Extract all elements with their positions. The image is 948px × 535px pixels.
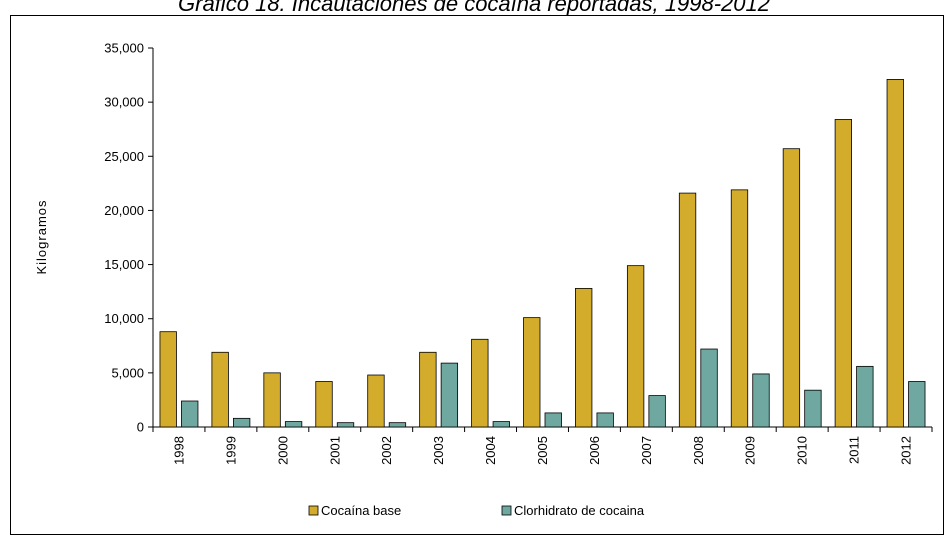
bar-clorhidrato — [908, 381, 926, 428]
y-tick-label: 20,000 — [104, 203, 144, 218]
x-tick-label: 2012 — [899, 436, 914, 465]
bar-cocaina-base — [886, 79, 904, 428]
x-tick-label: 2010 — [795, 436, 810, 465]
bar-cocaina-base — [782, 148, 801, 428]
bar-clorhidrato — [700, 348, 718, 428]
x-tick-label: 2009 — [743, 436, 758, 465]
bar-clorhidrato — [492, 421, 510, 428]
bar-cocaina-base — [523, 317, 541, 428]
x-tick-label: 2006 — [587, 436, 602, 465]
legend-label-cocaina-base: Cocaína base — [321, 503, 401, 518]
bar-clorhidrato — [648, 395, 666, 428]
x-tick-label: 1999 — [223, 436, 238, 465]
bar-cocaina-base — [367, 374, 385, 428]
bar-cocaina-base — [730, 189, 749, 428]
legend-label-clorhidrato: Clorhidrato de cocaina — [514, 503, 645, 518]
chart-title: Gráfico 18. Incautaciones de cocaína rep… — [178, 0, 770, 16]
y-tick-label: 0 — [137, 420, 144, 435]
y-tick-label: 15,000 — [104, 257, 144, 272]
bar-clorhidrato — [804, 389, 822, 428]
bar-cocaina-base — [211, 351, 229, 428]
bar-cocaina-base — [315, 381, 333, 428]
x-tick-label: 2004 — [483, 436, 498, 465]
x-tick-label: 2008 — [691, 436, 706, 465]
bar-cocaina-base — [626, 265, 645, 428]
x-tick-label: 1998 — [171, 436, 186, 465]
bar-cocaina-base — [678, 192, 697, 428]
x-tick-label: 2007 — [639, 436, 654, 465]
x-tick-label: 2011 — [847, 436, 862, 464]
bar-cocaina-base — [263, 372, 281, 428]
bar-clorhidrato — [440, 362, 459, 428]
bar-cocaina-base — [159, 331, 177, 428]
bar-cocaina-base — [834, 119, 852, 428]
x-tick-label: 2002 — [379, 436, 394, 465]
bar-clorhidrato — [232, 417, 251, 428]
y-tick-label: 30,000 — [104, 95, 144, 110]
y-tick-label: 35,000 — [104, 41, 144, 56]
legend-swatch-clorhidrato — [501, 505, 512, 516]
x-tick-label: 2001 — [327, 436, 342, 465]
bar-clorhidrato — [181, 400, 199, 428]
bar-cocaina-base — [471, 338, 489, 428]
bar-cocaina-base — [419, 351, 437, 428]
legend-swatch-cocaina-base — [308, 505, 319, 516]
y-tick-label: 5,000 — [111, 365, 144, 380]
bar-clorhidrato — [752, 373, 770, 428]
x-tick-label: 2005 — [535, 436, 550, 465]
bar-clorhidrato — [284, 421, 303, 428]
bar-cocaina-base — [575, 287, 593, 428]
y-axis-label: Kilogramos — [34, 199, 49, 274]
bar-clorhidrato — [596, 412, 614, 428]
x-tick-label: 2003 — [431, 436, 446, 465]
bar-clorhidrato — [336, 422, 355, 428]
bar-clorhidrato — [856, 365, 874, 428]
x-tick-label: 2000 — [275, 436, 290, 465]
y-tick-label: 25,000 — [104, 149, 144, 164]
bar-clorhidrato — [388, 422, 407, 428]
bar-clorhidrato — [544, 412, 562, 428]
y-tick-label: 10,000 — [104, 311, 144, 326]
